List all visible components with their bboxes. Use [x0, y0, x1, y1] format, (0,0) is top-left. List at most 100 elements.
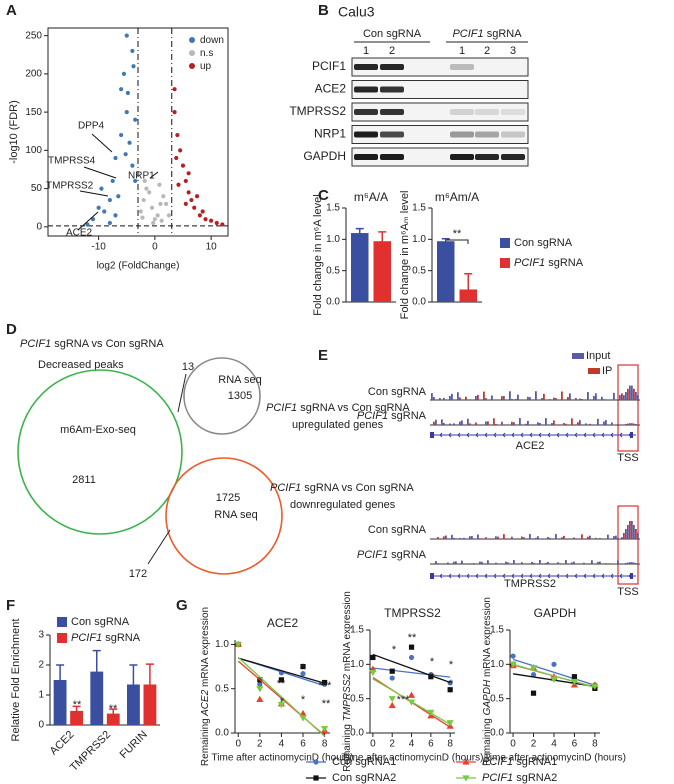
point [220, 222, 225, 227]
point [550, 676, 558, 684]
coverage [579, 398, 581, 400]
strand-arrow [601, 573, 605, 579]
point [551, 661, 557, 667]
coverage [565, 560, 567, 564]
coverage [621, 393, 623, 400]
exon [630, 573, 633, 579]
point [161, 194, 166, 199]
strand-arrow [583, 573, 587, 579]
chart-title: m⁶A/A [354, 190, 388, 204]
coverage [581, 534, 583, 539]
strand-arrow [448, 573, 452, 579]
coverage [611, 422, 613, 425]
coverage [487, 560, 489, 564]
x-tick-label: 2 [257, 739, 263, 750]
gene-name: ACE2 [516, 440, 545, 452]
venn-subtitle: Decreased peaks [38, 359, 124, 371]
legend-marker [462, 775, 470, 782]
point [144, 186, 149, 191]
venn-count: 1305 [228, 390, 252, 402]
x-tick-label: 6 [300, 739, 306, 750]
y-axis-label: Fold change in m⁶A level [312, 194, 324, 315]
coverage [635, 529, 637, 539]
point [203, 217, 208, 222]
venn-desc: downregulated genes [290, 499, 396, 511]
y-axis-label: Remaining ACE2 mRNA expression [200, 607, 211, 766]
bar [351, 233, 369, 302]
group-label: Con sgRNA [363, 28, 422, 40]
coverage [443, 423, 445, 425]
coverage [625, 529, 627, 539]
coverage [593, 396, 595, 400]
band [475, 154, 499, 160]
venn-circle [165, 457, 283, 575]
point [166, 213, 172, 218]
coverage [523, 537, 525, 539]
coverage [635, 424, 637, 425]
coverage [433, 396, 435, 400]
strand-arrow [538, 573, 542, 579]
error-bar [92, 649, 101, 693]
point [427, 709, 435, 716]
y-tick-label: 0.5 [412, 265, 426, 276]
row-label: PCIF1 [312, 59, 346, 73]
strand-arrow [520, 432, 524, 438]
point [570, 678, 579, 686]
coverage [589, 535, 591, 539]
coverage [513, 560, 515, 564]
coverage [461, 420, 463, 425]
legend-label: PCIF1 sgRNA [514, 257, 584, 269]
chart-title: GAPDH [534, 606, 577, 620]
strand-arrow [565, 432, 569, 438]
point [209, 218, 214, 223]
y-tick-label: 1.0 [490, 659, 504, 670]
strand-arrow [457, 432, 461, 438]
coverage [627, 562, 629, 564]
point [197, 213, 202, 218]
strand-arrow [592, 432, 596, 438]
panel-label: E [318, 347, 328, 364]
point [300, 671, 306, 677]
coverage [629, 521, 631, 539]
strand-arrow [511, 432, 515, 438]
strand-arrow [556, 432, 560, 438]
venn-circle [17, 369, 183, 535]
point [96, 205, 101, 210]
point [214, 220, 219, 226]
coverage [597, 561, 599, 564]
coverage [559, 563, 561, 564]
coverage [529, 397, 531, 400]
point [130, 48, 135, 54]
exon [630, 432, 633, 438]
coverage [521, 562, 523, 564]
exon [430, 432, 434, 438]
point [408, 654, 415, 661]
coverage [469, 536, 471, 539]
y-tick-label: 1.0 [326, 234, 340, 245]
strand-arrow [493, 432, 497, 438]
point [200, 209, 205, 214]
x-tick-label: 2 [389, 739, 395, 750]
y-tick-label: 1.5 [326, 203, 340, 214]
y-tick-label: 1 [38, 690, 44, 701]
point [388, 696, 396, 703]
fit-line [512, 658, 596, 686]
legend-marker [462, 758, 470, 765]
coverage [479, 538, 481, 539]
coverage [447, 562, 449, 564]
x-tick-label: 0 [370, 739, 376, 750]
coverage [605, 420, 607, 425]
point [192, 205, 197, 210]
coverage [557, 562, 559, 564]
coverage [583, 562, 585, 564]
coverage [613, 536, 615, 539]
coverage [627, 388, 629, 400]
bar [106, 713, 120, 725]
coverage [437, 563, 439, 564]
annotation-leader [91, 133, 113, 153]
coverage [519, 418, 521, 425]
point [125, 90, 130, 96]
cell-line: Calu3 [338, 4, 375, 20]
leader-line [177, 373, 187, 413]
point [509, 661, 517, 668]
